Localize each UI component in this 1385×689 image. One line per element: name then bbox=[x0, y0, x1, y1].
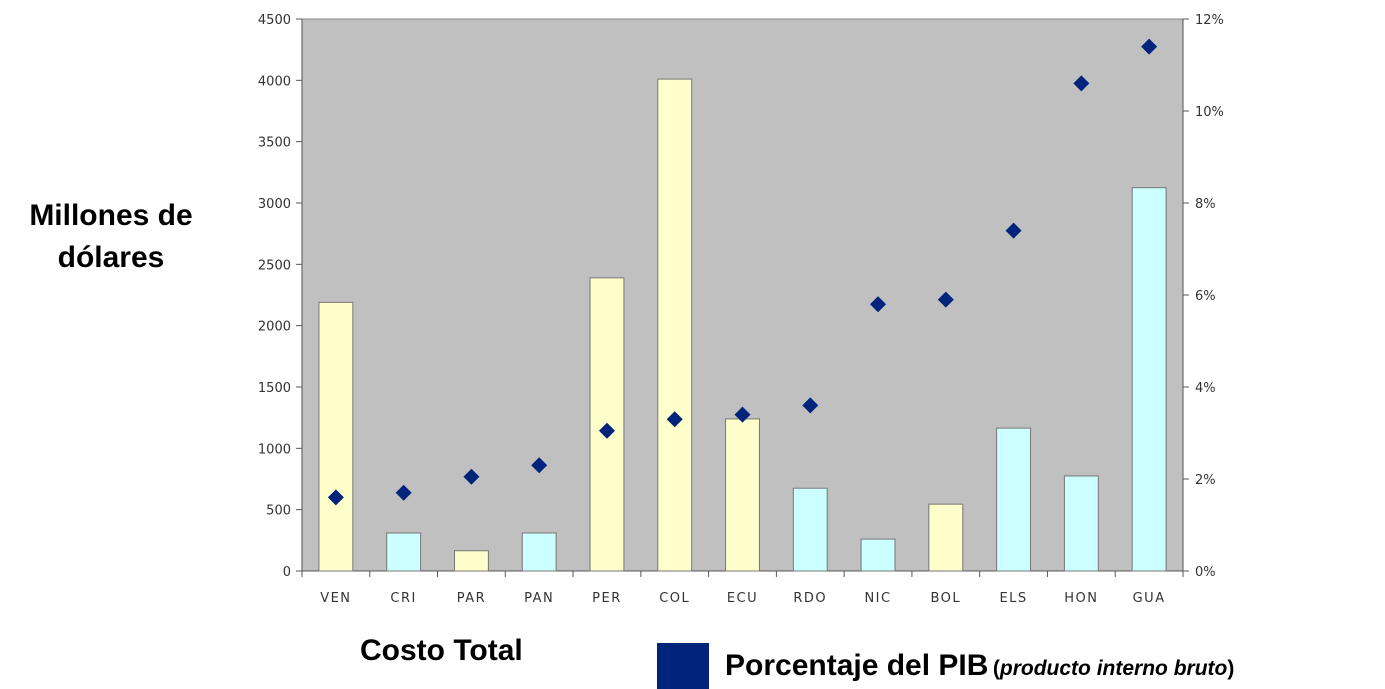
bar-pan bbox=[521, 532, 557, 572]
bar-hon bbox=[1063, 475, 1099, 572]
y-axis-title: Millones de dólares bbox=[0, 195, 222, 279]
pib-point-par bbox=[463, 468, 480, 485]
bar-ven bbox=[318, 301, 354, 572]
y2-tick-label: 4% bbox=[1195, 381, 1216, 396]
y2-tick-label: 8% bbox=[1195, 197, 1216, 212]
y-tick-label: 2000 bbox=[258, 320, 291, 335]
y2-tick-label: 10% bbox=[1195, 105, 1224, 120]
x-tick-label: HON bbox=[1064, 591, 1098, 606]
x-tick-label: GUA bbox=[1133, 591, 1166, 606]
y-tick-label: 3000 bbox=[258, 197, 291, 212]
x-tick-label: COL bbox=[659, 591, 690, 606]
legend-pib-paren-open: ( bbox=[992, 657, 1000, 680]
bar-gua bbox=[1131, 187, 1167, 572]
y-tick-label: 4500 bbox=[258, 13, 291, 28]
bar-rdo bbox=[792, 487, 828, 572]
bar-bol bbox=[928, 503, 964, 572]
x-tick-label: VEN bbox=[320, 591, 351, 606]
bar-cri bbox=[386, 532, 422, 572]
pib-point-col bbox=[666, 411, 683, 428]
bar-ecu bbox=[725, 418, 760, 572]
x-tick-label: RDO bbox=[793, 591, 827, 606]
y2-tick-label: 6% bbox=[1195, 289, 1216, 304]
x-tick-label: PAR bbox=[457, 591, 486, 606]
x-tick-label: ECU bbox=[727, 591, 758, 606]
y2-tick-label: 0% bbox=[1195, 565, 1216, 580]
bar-nic bbox=[860, 538, 896, 572]
y-tick-label: 500 bbox=[266, 504, 291, 519]
legend-pib-label: Porcentaje del PIB (producto interno bru… bbox=[725, 649, 1234, 683]
bar-par bbox=[453, 550, 489, 572]
y-tick-label: 2500 bbox=[258, 258, 291, 273]
y-tick-label: 1000 bbox=[258, 442, 291, 457]
pib-point-cri bbox=[395, 484, 412, 501]
legend-porcentaje-pib: Porcentaje del PIB (producto interno bru… bbox=[657, 643, 1234, 689]
y-tick-label: 3500 bbox=[258, 136, 291, 151]
bar-els bbox=[996, 427, 1032, 572]
y2-tick-label: 2% bbox=[1195, 473, 1216, 488]
pib-point-gua bbox=[1141, 38, 1158, 55]
y-tick-label: 4000 bbox=[258, 74, 291, 89]
pib-point-pan bbox=[531, 457, 548, 474]
x-tick-label: NIC bbox=[864, 591, 891, 606]
pib-point-ven bbox=[327, 489, 344, 506]
y-axis-title-text: Millones de dólares bbox=[29, 199, 193, 274]
pib-point-els bbox=[1005, 222, 1022, 239]
legend-swatch bbox=[657, 643, 709, 689]
x-tick-label: PER bbox=[592, 591, 622, 606]
legend-pib-main: Porcentaje del PIB bbox=[725, 649, 989, 682]
x-tick-label: CRI bbox=[390, 591, 416, 606]
bar-col bbox=[657, 78, 693, 572]
pib-point-rdo bbox=[802, 397, 819, 414]
x-tick-label: ELS bbox=[999, 591, 1027, 606]
pib-point-hon bbox=[1073, 75, 1090, 92]
legend-pib-paren-close: ) bbox=[1227, 657, 1235, 680]
pib-point-ecu bbox=[734, 406, 751, 423]
y-tick-label: 1500 bbox=[258, 381, 291, 396]
legend-costo-total: Costo Total bbox=[360, 634, 523, 667]
legend-pib-note: producto interno bruto bbox=[999, 657, 1228, 680]
x-tick-label: BOL bbox=[930, 591, 961, 606]
x-tick-label: PAN bbox=[524, 591, 554, 606]
pib-point-nic bbox=[870, 296, 887, 313]
pib-point-bol bbox=[937, 291, 954, 308]
pib-point-per bbox=[598, 422, 615, 439]
y2-tick-label: 12% bbox=[1195, 13, 1224, 28]
y-tick-label: 0 bbox=[283, 565, 291, 580]
